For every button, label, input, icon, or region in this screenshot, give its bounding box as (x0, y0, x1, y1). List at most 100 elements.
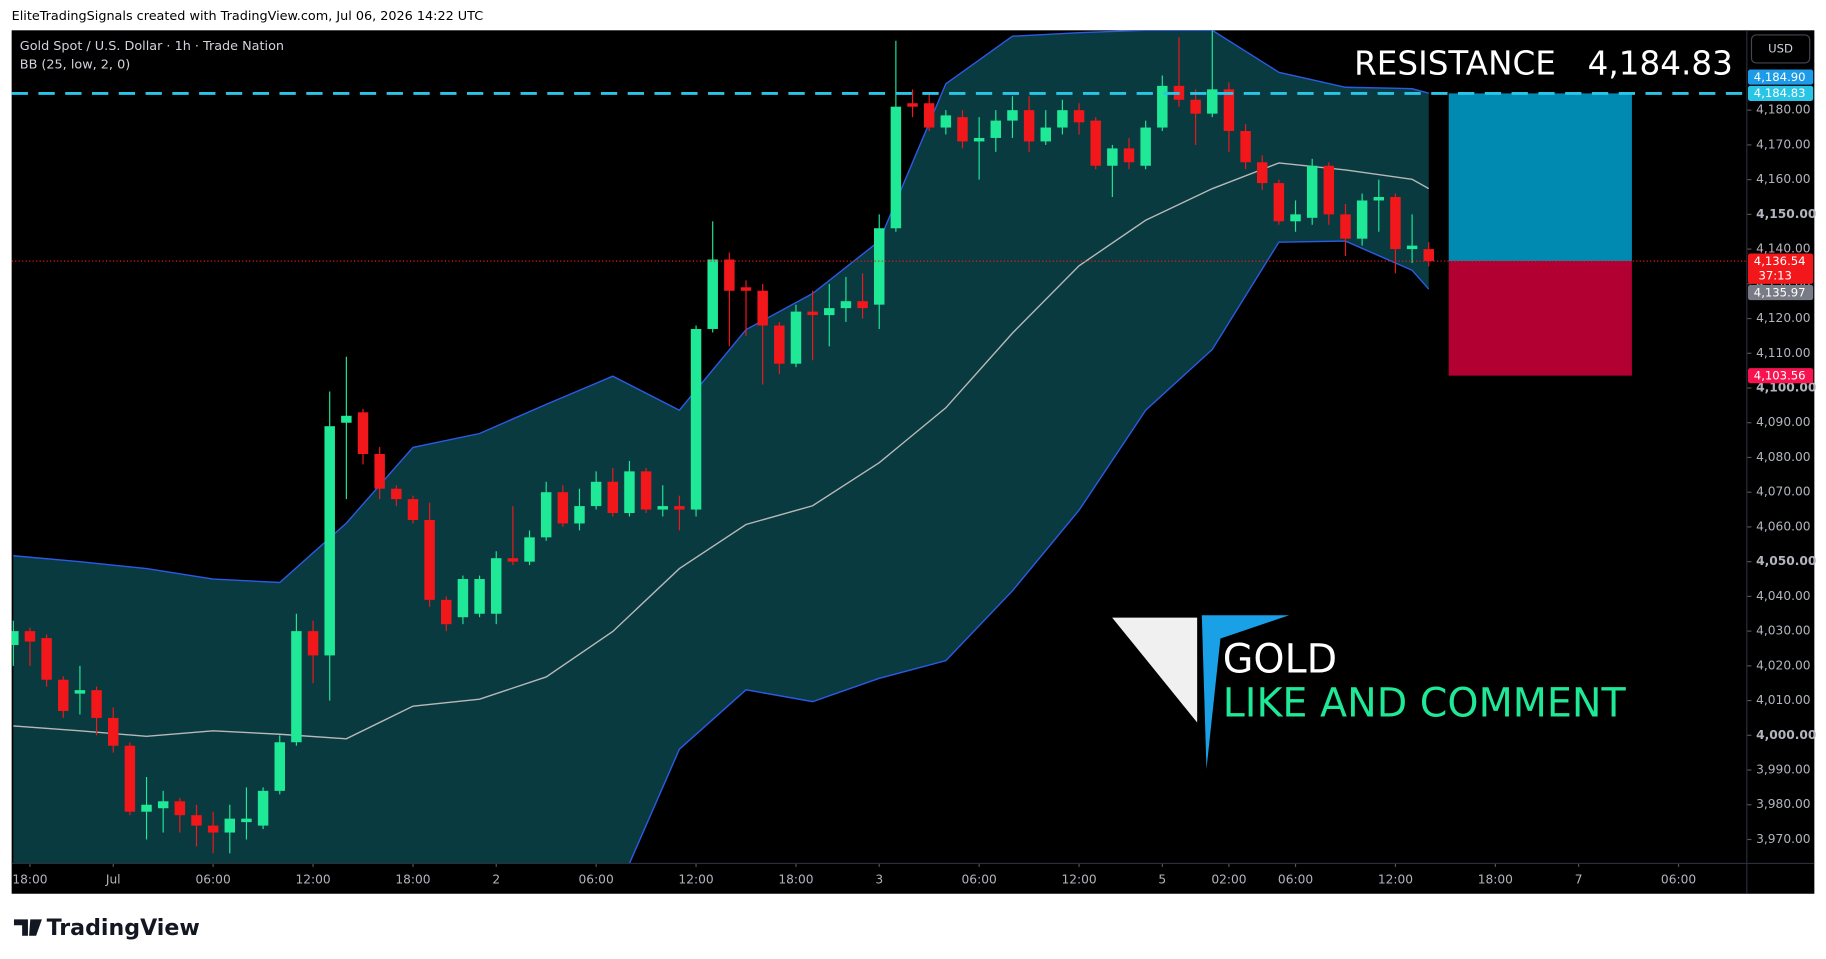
lower-band (628, 240, 1430, 864)
x-tick-label: 7 (1575, 872, 1583, 886)
candle-body (1107, 148, 1118, 166)
candle-body (590, 481, 602, 507)
candle-body (11, 631, 19, 646)
candle-body (990, 120, 1002, 138)
y-tick-label: 4,000.00 (1756, 728, 1816, 742)
x-tick-label: 12:00 (678, 872, 713, 886)
candle-body (890, 106, 902, 229)
candle-body (1390, 196, 1401, 250)
brand: TradingView (47, 915, 200, 941)
candle-body (574, 506, 585, 524)
band-fill (13, 30, 1429, 864)
price-tag-label: 4,103.56 (1754, 368, 1806, 382)
candle-body (407, 499, 419, 520)
candle-body (1057, 110, 1068, 128)
price-tag (1747, 284, 1814, 301)
candle-body (41, 638, 52, 680)
candle-body (524, 537, 535, 562)
candle-body (1356, 200, 1368, 239)
price-tag (1747, 253, 1814, 284)
x-tick-label: 18:00 (778, 872, 813, 886)
candle-body (257, 790, 269, 826)
candle-body (973, 137, 985, 142)
candle-body (1240, 131, 1251, 163)
candle-body (1123, 148, 1135, 163)
candle-body (224, 818, 236, 833)
candle-body (107, 717, 119, 746)
candle-body (674, 506, 685, 510)
price-tag (1747, 85, 1814, 101)
middle-band (13, 162, 1430, 740)
candle-body (58, 679, 69, 711)
candle-body (157, 801, 169, 809)
candle-body (324, 426, 335, 656)
x-tick-label: 3 (875, 872, 883, 886)
candle-body (923, 103, 935, 128)
x-tick-label: 18:00 (395, 872, 430, 886)
price-tag-label: 4,136.54 (1754, 254, 1806, 268)
candle-body (1073, 110, 1085, 123)
candle-body (540, 492, 552, 538)
watermark-subtitle: LIKE AND COMMENT (1223, 681, 1627, 727)
candle-body (790, 311, 802, 364)
price-tag-label: 4,184.83 (1754, 86, 1806, 100)
currency-button[interactable] (1750, 34, 1811, 64)
candle-body (124, 745, 136, 812)
x-tick-label: Jul (105, 872, 121, 886)
candle-body (1323, 165, 1335, 215)
candle-body (341, 415, 352, 423)
candle-body (624, 471, 635, 514)
candle-body (1040, 127, 1051, 142)
y-tick-label: 4,040.00 (1756, 589, 1810, 603)
candle-body (774, 325, 785, 364)
overlay: RESISTANCE 4,184.83 3,970.00 3,980.00 3,990.… (11, 44, 1816, 886)
candle-body (857, 301, 868, 309)
candle-body (1090, 120, 1101, 166)
y-tick-label: 4,060.00 (1756, 519, 1810, 533)
candle-body (1423, 249, 1434, 262)
target-zone (1448, 93, 1632, 262)
y-tick-label: 4,100.00 (1756, 381, 1816, 395)
y-tick-label: 4,180.00 (1756, 103, 1810, 117)
currency-label: USD (1768, 41, 1793, 55)
x-tick-label: 06:00 (962, 872, 997, 886)
candle-body (873, 228, 885, 305)
candle-body (441, 599, 452, 625)
candle-body (1207, 89, 1218, 114)
candle-body (557, 492, 569, 524)
candle-body (1190, 99, 1201, 114)
y-tick-label: 4,010.00 (1756, 693, 1810, 707)
candle-body (640, 471, 652, 510)
candle-body (1306, 165, 1318, 218)
symbol-title: Gold Spot / U.S. Dollar · 1h · Trade Nat… (20, 39, 284, 54)
y-tick-label: 3,990.00 (1756, 763, 1810, 777)
candle-body (507, 558, 519, 562)
y-tick-label: 4,090.00 (1756, 415, 1810, 429)
x-tick-label: 02:00 (1211, 872, 1246, 886)
candle-body (840, 301, 852, 309)
x-tick-label: 06:00 (579, 872, 614, 886)
candle-body (740, 287, 752, 291)
candle-body (1157, 85, 1168, 128)
y-tick-label: 4,050.00 (1756, 554, 1816, 568)
candle-body (24, 631, 36, 642)
y-tick-label: 4,080.00 (1756, 450, 1810, 464)
candle-body (474, 579, 485, 614)
candle-body (91, 690, 102, 718)
candle-body (191, 815, 202, 826)
price-tag-countdown: 37:13 (1758, 269, 1792, 283)
candle-body (1140, 127, 1151, 166)
y-tick-label: 4,170.00 (1756, 137, 1810, 151)
candle-body (724, 259, 735, 291)
candle-body (1023, 110, 1035, 142)
brand-logo (13, 919, 42, 936)
y-tick-label: 4,150.00 (1756, 207, 1816, 221)
candle-body (291, 631, 302, 743)
candle-body (1373, 196, 1385, 201)
y-tick-label: 4,020.00 (1756, 658, 1810, 672)
x-tick-label: 12:00 (1061, 872, 1096, 886)
candle-body (1340, 214, 1351, 239)
price-tag (1747, 69, 1814, 85)
